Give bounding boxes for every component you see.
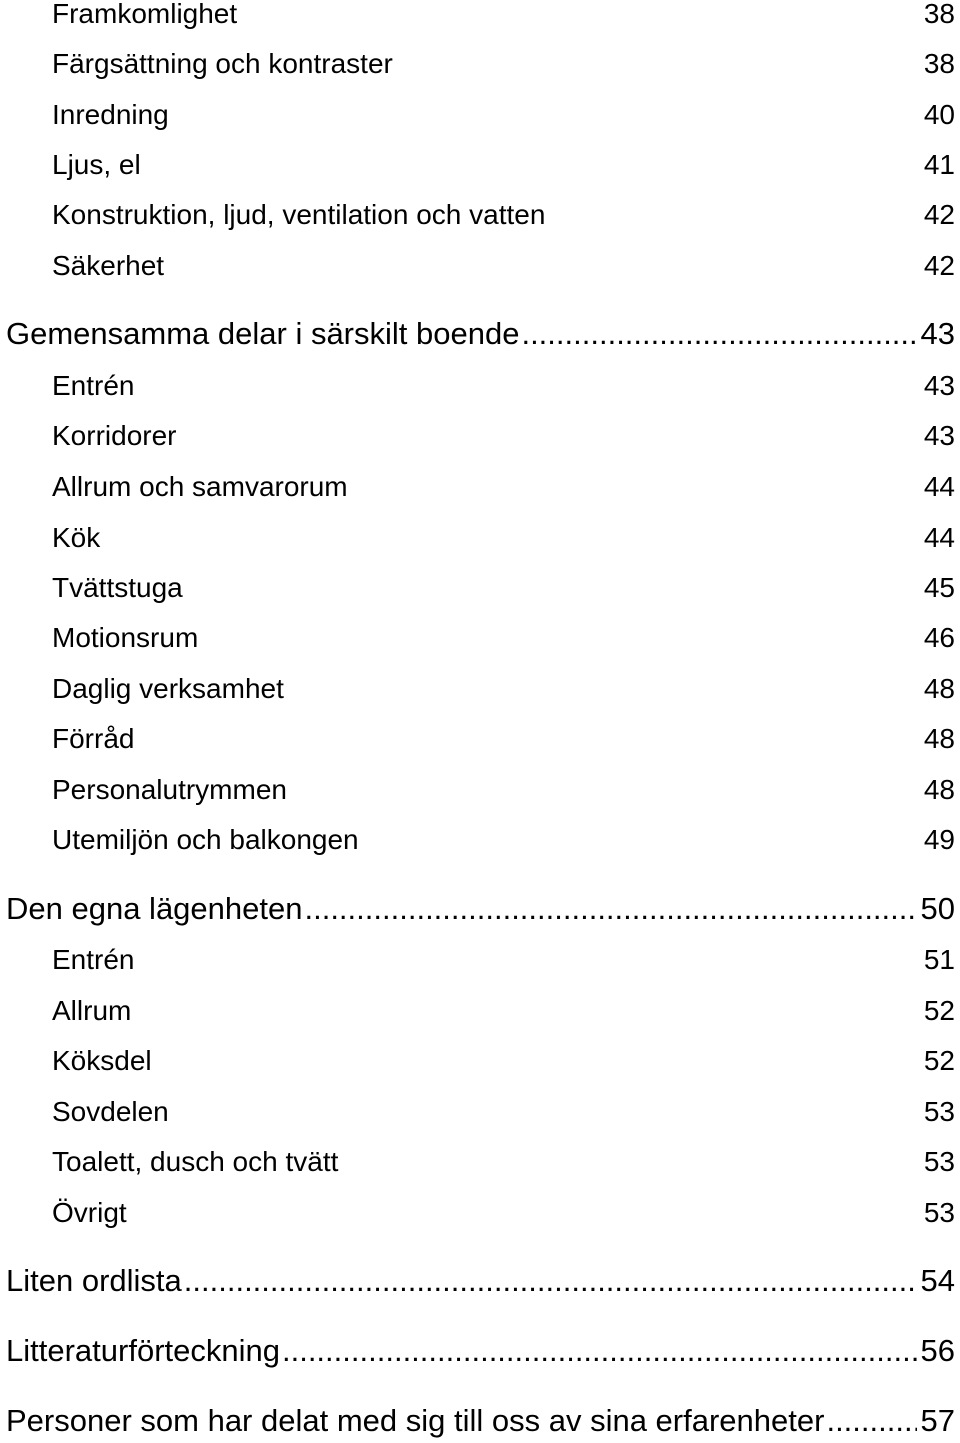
toc-page-number: 43 <box>923 420 955 451</box>
toc-page-number: 48 <box>923 723 955 754</box>
toc-section-entry[interactable]: Gemensamma delar i särskilt boende 43 <box>6 312 955 356</box>
toc-page-number: 56 <box>920 1333 955 1368</box>
toc-entry-title: Tvättstuga <box>52 572 183 603</box>
toc-entry-title: Konstruktion, ljud, ventilation och vatt… <box>52 199 546 230</box>
toc-subsection-entry[interactable]: Köksdel 52 <box>52 1041 955 1081</box>
toc-entry-title: Övrigt <box>52 1197 127 1228</box>
toc-page-number: 57 <box>920 1403 955 1438</box>
toc-page-number: 41 <box>923 149 955 180</box>
toc-section-entry[interactable]: Litteraturförteckning 56 <box>6 1329 955 1373</box>
toc-page-number: 42 <box>923 250 955 281</box>
toc-page-number: 49 <box>923 824 955 855</box>
toc-page-number: 53 <box>923 1146 955 1177</box>
toc-entry-title: Ljus, el <box>52 149 141 180</box>
toc-page-number: 38 <box>923 0 955 29</box>
toc-entry-title: Köksdel <box>52 1045 152 1076</box>
toc-subsection-entry[interactable]: Förråd 48 <box>52 719 955 759</box>
toc-subsection-entry[interactable]: Korridorer 43 <box>52 416 955 456</box>
toc-page-number: 40 <box>923 99 955 130</box>
toc-subsection-entry[interactable]: Toalett, dusch och tvätt 53 <box>52 1142 955 1182</box>
toc-entry-title: Allrum och samvarorum <box>52 471 348 502</box>
toc-subsection-entry[interactable]: Framkomlighet 38 <box>52 0 955 34</box>
toc-subsection-entry[interactable]: Allrum 52 <box>52 991 955 1031</box>
toc-entry-title: Inredning <box>52 99 169 130</box>
toc-page-number: 50 <box>920 891 955 926</box>
toc-page-number: 38 <box>923 48 955 79</box>
toc-entry-title: Liten ordlista <box>6 1263 182 1298</box>
toc-entry-title: Entrén <box>52 370 135 401</box>
toc-entry-title: Entrén <box>52 944 135 975</box>
toc-entry-title: Allrum <box>52 995 132 1026</box>
toc-page-number: 52 <box>923 1045 955 1076</box>
toc-subsection-entry[interactable]: Kök 44 <box>52 518 955 558</box>
toc-subsection-entry[interactable]: Entrén 51 <box>52 940 955 980</box>
toc-page-number: 48 <box>923 673 955 704</box>
toc-subsection-entry[interactable]: Övrigt 53 <box>52 1193 955 1233</box>
toc-entry-title: Kök <box>52 522 101 553</box>
dot-leader <box>521 312 916 356</box>
toc-entry-title: Framkomlighet <box>52 0 238 29</box>
toc-page-number: 51 <box>923 944 955 975</box>
toc-entry-title: Färgsättning och kontraster <box>52 48 393 79</box>
toc-section-entry[interactable]: Den egna lägenheten 50 <box>6 887 955 931</box>
dot-leader <box>184 1259 917 1303</box>
toc-entry-title: Motionsrum <box>52 622 199 653</box>
toc-entry-title: Litteraturförteckning <box>6 1333 280 1368</box>
toc-subsection-entry[interactable]: Ljus, el 41 <box>52 145 955 185</box>
toc-page-number: 48 <box>923 774 955 805</box>
toc-entry-title: Korridorer <box>52 420 177 451</box>
toc-page-number: 42 <box>923 199 955 230</box>
toc-entry-title: Utemiljön och balkongen <box>52 824 359 855</box>
dot-leader <box>282 1329 917 1373</box>
toc-subsection-entry[interactable]: Entrén 43 <box>52 366 955 406</box>
toc-subsection-entry[interactable]: Utemiljön och balkongen 49 <box>52 820 955 860</box>
toc-subsection-entry[interactable]: Allrum och samvarorum 44 <box>52 467 955 507</box>
toc-subsection-entry[interactable]: Motionsrum 46 <box>52 618 955 658</box>
toc-page-number: 43 <box>923 370 955 401</box>
dot-leader <box>826 1399 916 1443</box>
toc-entry-title: Den egna lägenheten <box>6 891 303 926</box>
toc-page-number: 45 <box>923 572 955 603</box>
toc-subsection-entry[interactable]: Konstruktion, ljud, ventilation och vatt… <box>52 195 955 235</box>
toc-entry-title: Personer som har delat med sig till oss … <box>6 1403 825 1438</box>
toc-page-number: 54 <box>920 1263 955 1298</box>
toc-subsection-entry[interactable]: Färgsättning och kontraster 38 <box>52 44 955 84</box>
toc-page-number: 52 <box>923 995 955 1026</box>
toc-section-entry[interactable]: Liten ordlista 54 <box>6 1259 955 1303</box>
toc-page-number: 43 <box>920 316 955 351</box>
toc-page-number: 53 <box>923 1197 955 1228</box>
toc-entry-title: Daglig verksamhet <box>52 673 284 704</box>
toc-entry-title: Personalutrymmen <box>52 774 287 805</box>
toc-subsection-entry[interactable]: Personalutrymmen 48 <box>52 770 955 810</box>
toc-entry-title: Gemensamma delar i särskilt boende <box>6 316 520 351</box>
toc-page-number: 44 <box>923 522 955 553</box>
toc-page-number: 53 <box>923 1096 955 1127</box>
toc-page-number: 46 <box>923 622 955 653</box>
toc-subsection-entry[interactable]: Säkerhet 42 <box>52 246 955 286</box>
toc-section-entry[interactable]: Personer som har delat med sig till oss … <box>6 1399 955 1443</box>
toc-page-number: 44 <box>923 471 955 502</box>
toc-entry-title: Sovdelen <box>52 1096 169 1127</box>
toc-entry-title: Toalett, dusch och tvätt <box>52 1146 339 1177</box>
toc-subsection-entry[interactable]: Sovdelen 53 <box>52 1092 955 1132</box>
toc-subsection-entry[interactable]: Inredning 40 <box>52 95 955 135</box>
toc-subsection-entry[interactable]: Daglig verksamhet 48 <box>52 669 955 709</box>
dot-leader <box>304 887 916 931</box>
toc-entry-title: Förråd <box>52 723 135 754</box>
toc-subsection-entry[interactable]: Tvättstuga 45 <box>52 568 955 608</box>
toc-entry-title: Säkerhet <box>52 250 165 281</box>
